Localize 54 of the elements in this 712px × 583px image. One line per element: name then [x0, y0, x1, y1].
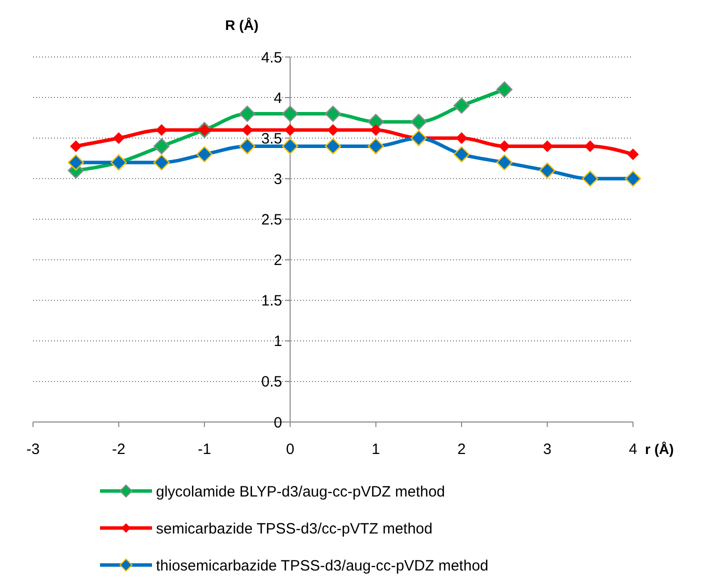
- point: [113, 132, 124, 144]
- point: [196, 146, 213, 162]
- point: [368, 138, 384, 154]
- y-axis-title: R (Å): [225, 17, 259, 33]
- point: [239, 138, 256, 154]
- point: [539, 162, 556, 179]
- point: [627, 148, 639, 160]
- x-axis-title: r (Å): [645, 441, 674, 457]
- point: [496, 81, 513, 98]
- point: [153, 138, 170, 154]
- point: [284, 124, 296, 136]
- point: [68, 154, 84, 171]
- point: [453, 146, 470, 162]
- y-tick-label: 3.5: [261, 130, 282, 148]
- point: [282, 106, 298, 122]
- legend-label: semicarbazide TPSS-d3/cc-pVTZ method: [156, 520, 432, 538]
- legend-label: thiosemicarbazide TPSS-d3/aug-cc-pVDZ method: [156, 557, 488, 574]
- point: [242, 124, 253, 136]
- x-tick-label: 4: [628, 441, 638, 458]
- x-tick-label: 3: [543, 441, 552, 458]
- x-tick-label: -3: [26, 441, 40, 458]
- point: [456, 132, 468, 144]
- y-tick-label: 4: [274, 90, 282, 107]
- point: [370, 124, 382, 136]
- point: [70, 140, 82, 152]
- y-tick-label: 0.5: [261, 374, 282, 391]
- point: [410, 130, 427, 146]
- x-tick-label: -1: [198, 441, 212, 458]
- point: [542, 140, 553, 152]
- point: [327, 124, 339, 136]
- x-tick-label: 2: [457, 441, 466, 458]
- y-tick-label: 0: [274, 414, 282, 432]
- point: [453, 98, 470, 114]
- legend-label: glycolamide BLYP-d3/aug-cc-pVDZ method: [156, 483, 446, 500]
- point: [156, 124, 168, 136]
- point: [324, 106, 342, 122]
- x-tick-label: -2: [112, 441, 126, 458]
- point: [582, 170, 598, 187]
- point: [282, 138, 298, 154]
- y-tick-label: 1: [274, 333, 282, 350]
- x-tick-label: 0: [286, 441, 294, 458]
- point: [410, 114, 427, 130]
- point: [153, 154, 170, 171]
- point: [624, 170, 642, 187]
- point: [584, 140, 596, 152]
- y-tick-label: 2: [274, 252, 282, 270]
- y-tick-label: 2.5: [261, 211, 282, 228]
- y-tick-label: 1.5: [261, 292, 282, 310]
- point: [496, 154, 513, 171]
- y-tick-label: 4.5: [261, 49, 282, 66]
- y-tick-label: 3: [274, 170, 282, 188]
- point: [324, 138, 342, 154]
- point: [239, 106, 256, 122]
- x-tick-label: 1: [372, 441, 380, 458]
